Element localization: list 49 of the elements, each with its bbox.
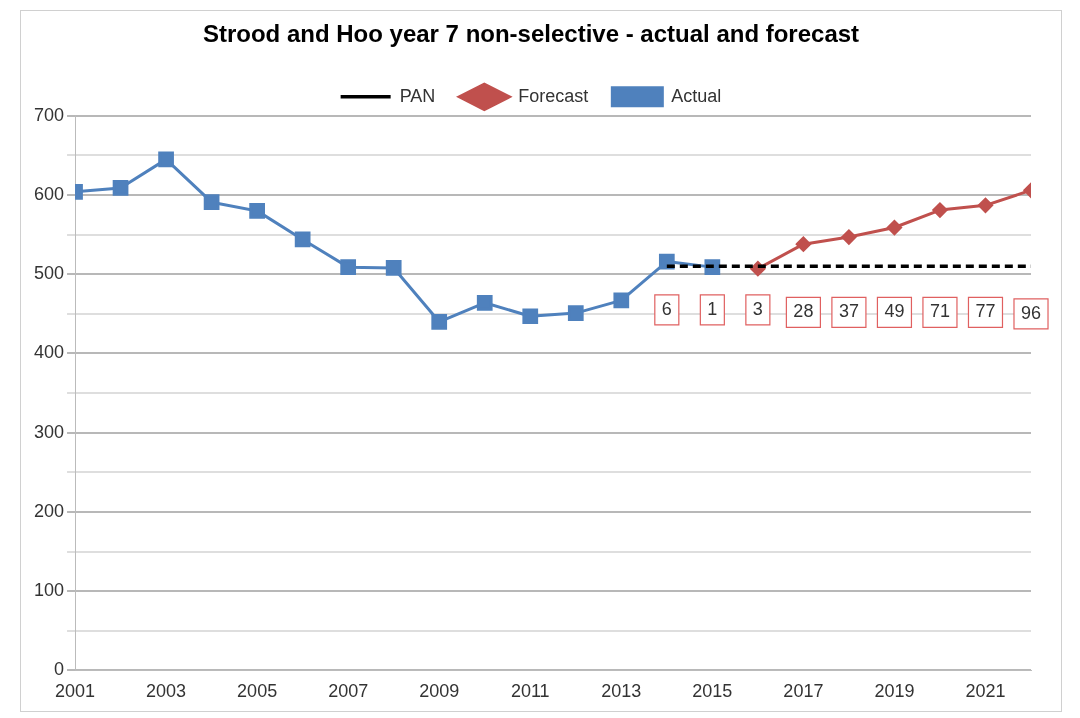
- x-tick-label: 2007: [328, 681, 369, 702]
- y-tick-label: 400: [33, 342, 65, 363]
- point: [886, 220, 902, 236]
- annotation: 6: [661, 298, 672, 319]
- point: [613, 292, 630, 309]
- point: [158, 151, 174, 168]
- x-tick-label: 2021: [965, 681, 1006, 702]
- x-tick-label: 2015: [692, 681, 733, 702]
- x-tick-label: 2001: [55, 681, 96, 702]
- point: [932, 202, 948, 218]
- chart-title: Strood and Hoo year 7 non-selective - actual and forecast: [202, 20, 860, 48]
- point: [340, 259, 357, 275]
- legend-label: Forecast: [518, 85, 589, 106]
- x-tick-label: 2017: [783, 681, 824, 702]
- annotation: 96: [1020, 302, 1042, 323]
- legend-label: PAN: [399, 85, 436, 106]
- point: [476, 294, 493, 311]
- y-tick-label: 0: [54, 659, 65, 680]
- annotation: 49: [884, 301, 905, 322]
- x-tick-label: 2013: [601, 681, 642, 702]
- point: [977, 197, 993, 213]
- annotation: 1: [707, 298, 718, 319]
- point: [385, 260, 402, 276]
- point: [795, 236, 811, 252]
- legend-label: Actual: [671, 85, 722, 106]
- point: [294, 231, 311, 248]
- annotation: 77: [975, 301, 996, 322]
- x-tick-label: 2003: [146, 681, 187, 702]
- point: [203, 194, 220, 211]
- x-tick-label: 2005: [237, 681, 278, 702]
- annotation: 3: [752, 298, 763, 319]
- point: [249, 203, 265, 219]
- y-tick-label: 300: [33, 421, 65, 442]
- annotation: 28: [793, 301, 814, 322]
- y-tick-label: 100: [33, 580, 65, 601]
- x-tick-label: 2011: [510, 681, 550, 702]
- point: [522, 308, 539, 325]
- point: [112, 180, 129, 196]
- x-tick-label: 2009: [419, 681, 460, 702]
- x-tick-label: 2019: [874, 681, 915, 702]
- point: [841, 229, 857, 245]
- y-tick-label: 700: [33, 104, 65, 125]
- point: [567, 305, 584, 321]
- annotation: 37: [838, 301, 859, 322]
- y-tick-label: 600: [33, 184, 65, 204]
- annotation: 71: [929, 301, 950, 322]
- y-tick-label: 500: [33, 263, 65, 284]
- y-tick-label: 200: [33, 500, 65, 521]
- point: [431, 313, 448, 330]
